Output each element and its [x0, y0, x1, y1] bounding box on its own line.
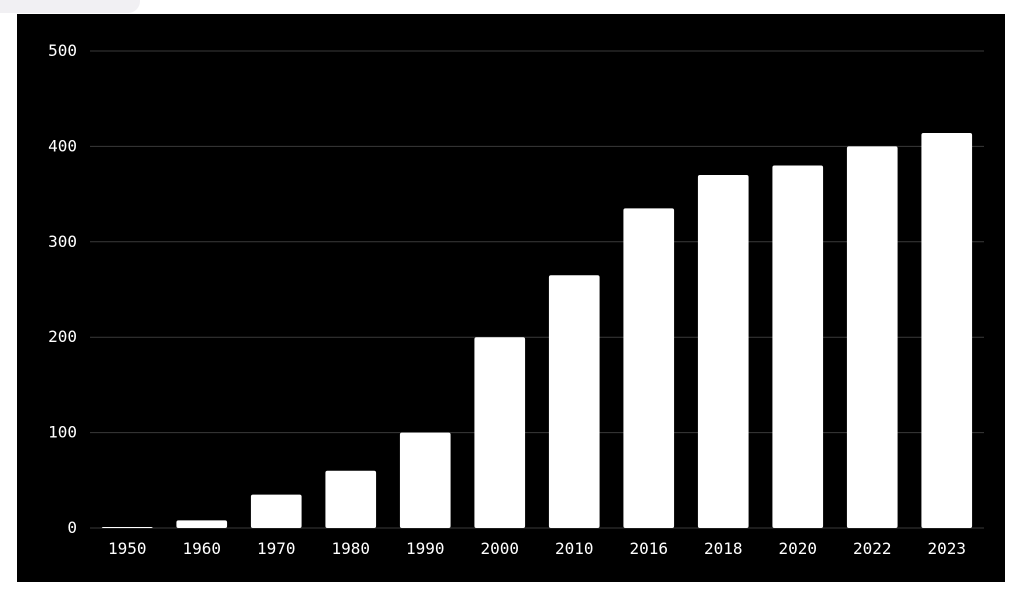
- x-tick-label: 2000: [480, 539, 519, 558]
- y-tick-label: 500: [48, 41, 77, 60]
- x-tick-label: 1970: [257, 539, 296, 558]
- bars: [101, 133, 973, 529]
- x-tick-label: 1950: [108, 539, 147, 558]
- bar-1970: [250, 494, 302, 528]
- x-tick-label: 2023: [927, 539, 966, 558]
- bar-2020: [772, 165, 824, 529]
- y-tick-label: 400: [48, 136, 77, 155]
- bar-2000: [474, 337, 526, 528]
- x-tick-label: 1960: [182, 539, 221, 558]
- bar-2022: [846, 146, 898, 528]
- y-tick-label: 0: [67, 518, 77, 537]
- bar-1960: [176, 520, 228, 528]
- x-tick-label: 1980: [331, 539, 370, 558]
- x-tick-label: 2018: [704, 539, 743, 558]
- y-tick-labels: 0 100 200 300 400 500: [48, 41, 77, 537]
- x-tick-label: 2020: [778, 539, 817, 558]
- bar-1980: [325, 470, 377, 528]
- x-tick-label: 2022: [853, 539, 892, 558]
- bar-2010: [548, 275, 600, 528]
- y-tick-label: 200: [48, 327, 77, 346]
- x-tick-label: 1990: [406, 539, 445, 558]
- x-tick-label: 2016: [629, 539, 668, 558]
- bar-2016: [623, 208, 675, 528]
- bar-2018: [697, 175, 749, 528]
- gridlines: [90, 50, 984, 529]
- x-tick-label: 2010: [555, 539, 594, 558]
- bar-1990: [399, 432, 451, 528]
- y-tick-label: 100: [48, 423, 77, 442]
- y-tick-label: 300: [48, 232, 77, 251]
- bar-1950: [101, 527, 153, 528]
- x-tick-labels: 1950 1960 1970 1980 1990 2000 2010 2016 2018 2020…: [108, 539, 966, 558]
- corner-tab: [0, 0, 140, 13]
- bar-2023: [921, 133, 973, 528]
